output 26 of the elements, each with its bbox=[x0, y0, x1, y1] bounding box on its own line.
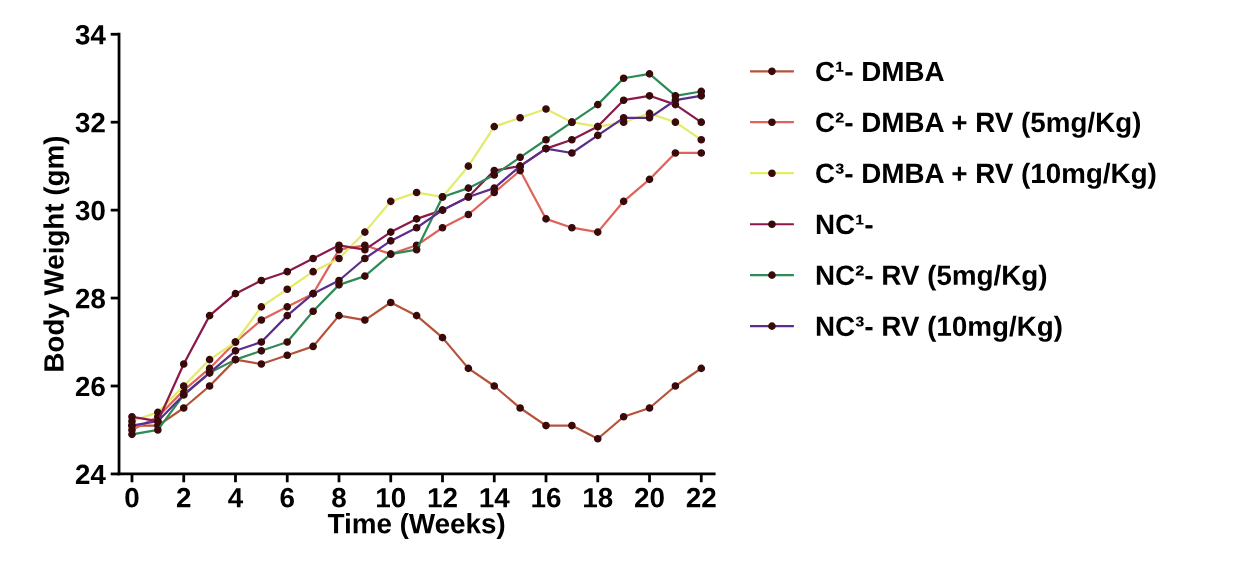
y-tick-label: 24 bbox=[75, 464, 106, 484]
x-tick-label: 0 bbox=[125, 487, 139, 508]
legend-label: NC³- RV (10mg/Kg) bbox=[816, 315, 1062, 342]
y-tick-label: 32 bbox=[75, 112, 105, 133]
x-tick-label: 18 bbox=[584, 487, 613, 508]
y-tick-label: 34 bbox=[75, 24, 106, 45]
x-tick-label: 10 bbox=[377, 487, 406, 508]
x-tick-label: 20 bbox=[635, 487, 664, 508]
legend-label: C¹- DMBA bbox=[816, 61, 944, 82]
legend-label: C³- DMBA + RV (10mg/Kg) bbox=[816, 162, 1156, 189]
y-tick-label: 30 bbox=[75, 200, 105, 221]
legend-label: NC¹- bbox=[816, 214, 873, 235]
x-tick-label: 8 bbox=[332, 487, 346, 508]
x-axis-title: Time (Weeks) bbox=[327, 513, 505, 539]
legend-label: C²- DMBA + RV (5mg/Kg) bbox=[816, 111, 1141, 138]
x-tick-label: 16 bbox=[532, 487, 561, 508]
x-tick-label: 14 bbox=[480, 488, 510, 508]
x-tick-label: 22 bbox=[686, 487, 716, 508]
y-tick-label: 26 bbox=[75, 376, 105, 397]
legend-label: NC²- RV (5mg/Kg) bbox=[816, 264, 1047, 291]
y-tick-label: 28 bbox=[75, 288, 105, 309]
y-axis-title: Body Weight (gm) bbox=[43, 136, 70, 371]
x-tick-label: 4 bbox=[228, 488, 244, 508]
x-tick-label: 2 bbox=[176, 487, 191, 508]
x-tick-label: 12 bbox=[428, 487, 457, 508]
x-tick-label: 6 bbox=[280, 487, 294, 508]
